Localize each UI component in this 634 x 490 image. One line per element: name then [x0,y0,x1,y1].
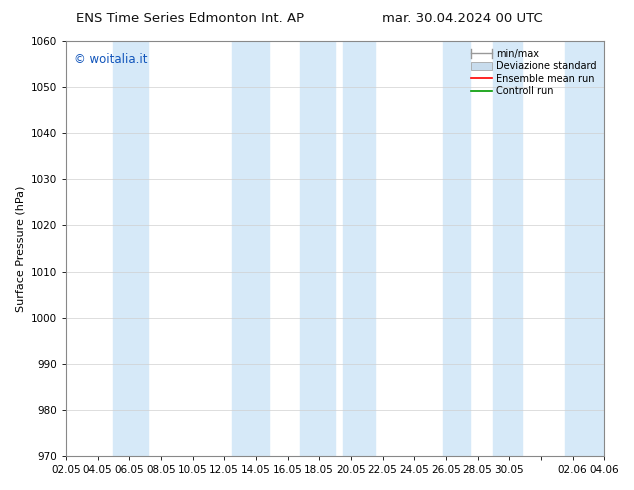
Y-axis label: Surface Pressure (hPa): Surface Pressure (hPa) [15,185,25,312]
Bar [113,41,148,456]
Text: mar. 30.04.2024 00 UTC: mar. 30.04.2024 00 UTC [382,12,543,25]
Bar [493,41,522,456]
Bar [443,41,470,456]
Legend: min/max, Deviazione standard, Ensemble mean run, Controll run: min/max, Deviazione standard, Ensemble m… [468,46,599,99]
Text: ENS Time Series Edmonton Int. AP: ENS Time Series Edmonton Int. AP [76,12,304,25]
Bar [300,41,335,456]
Text: © woitalia.it: © woitalia.it [74,53,148,67]
Bar [343,41,375,456]
Bar [232,41,269,456]
Bar [565,41,604,456]
